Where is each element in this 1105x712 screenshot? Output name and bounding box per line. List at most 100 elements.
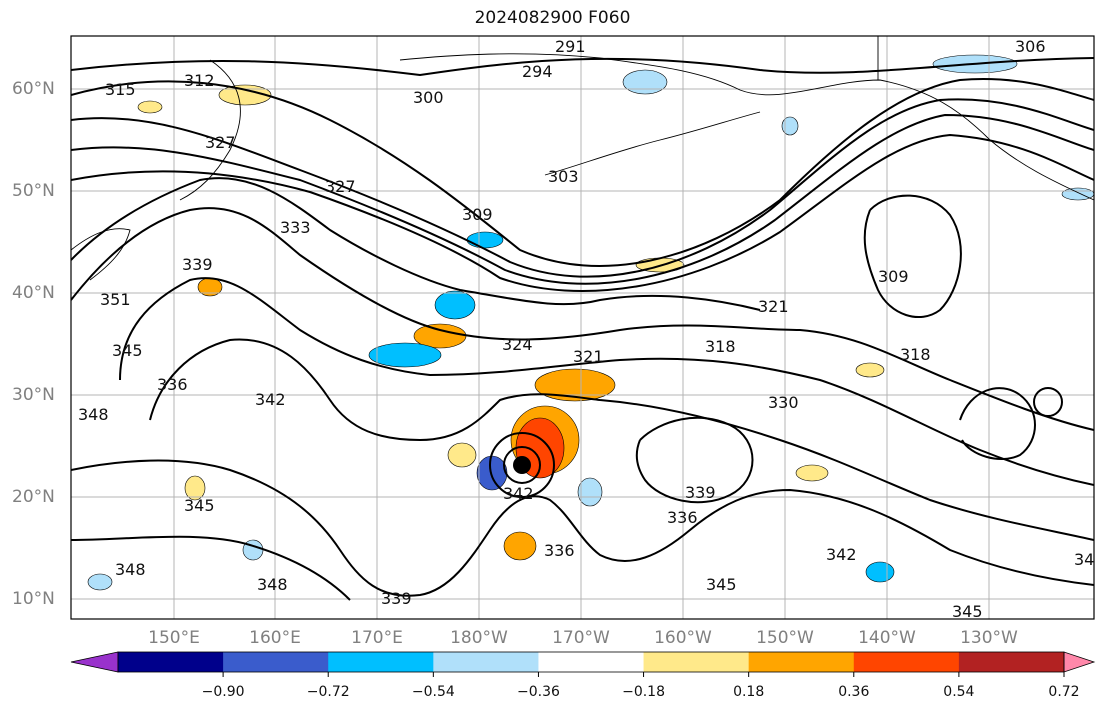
lon-label: 150°W xyxy=(756,628,814,648)
contour-line xyxy=(71,78,1094,267)
contour-label: 315 xyxy=(105,80,136,99)
contour-label: 339 xyxy=(381,589,412,608)
longitude-labels: 150°E 160°E 170°E 180°W 170°W 160°W 150°… xyxy=(148,628,1018,648)
contour-label: 318 xyxy=(705,337,736,356)
colorbar-tick-label: −0.36 xyxy=(517,684,560,700)
latitude-labels: 60°N 50°N 40°N 30°N 20°N 10°N xyxy=(12,79,55,609)
contour-label: 345 xyxy=(184,496,215,515)
colorbar-tick-label: −0.90 xyxy=(202,684,245,700)
contour-line xyxy=(71,207,1094,431)
contour-line xyxy=(71,535,351,601)
colorbar-swatch xyxy=(328,652,434,672)
coastline-alaska xyxy=(399,53,1094,201)
contour-line xyxy=(959,387,1036,460)
colorbar-frame xyxy=(117,651,1065,673)
contour-line xyxy=(71,98,1094,278)
contour-label: 351 xyxy=(100,290,131,309)
colorbar-swatches xyxy=(70,651,1096,673)
colorbar-tick-labels: −0.90 −0.72 −0.54 −0.36 −0.18 0.18 0.36 0.54 0.7… xyxy=(202,684,1080,700)
colorbar-swatch xyxy=(433,652,539,672)
shade-patch xyxy=(865,561,895,583)
shade-patch xyxy=(795,464,829,482)
contour-layer xyxy=(71,57,1094,601)
shade-patch xyxy=(622,69,668,95)
shade-patch xyxy=(447,442,477,468)
shade-patch xyxy=(368,342,442,368)
shade-patch xyxy=(184,475,206,501)
shade-patch xyxy=(855,362,885,378)
colorbar-tick-label: −0.72 xyxy=(307,684,350,700)
colorbar-swatch xyxy=(643,652,750,672)
colorbar-tick-label: −0.54 xyxy=(412,684,455,700)
lon-label: 150°E xyxy=(148,628,200,648)
lon-label: 170°W xyxy=(552,628,610,648)
contour-label: 348 xyxy=(257,575,288,594)
lon-label: 170°E xyxy=(351,628,403,648)
lon-label: 130°W xyxy=(960,628,1018,648)
colorbar-tick-label: −0.18 xyxy=(622,684,665,700)
contour-label: 309 xyxy=(878,267,909,286)
contour-label: 345 xyxy=(112,341,143,360)
contour-label: 312 xyxy=(184,71,215,90)
colorbar-tick-label: 0.18 xyxy=(733,684,764,700)
contour-line xyxy=(489,432,555,498)
contour-line xyxy=(503,446,541,484)
contour-line xyxy=(71,113,1094,285)
contour-label: 339 xyxy=(182,255,213,274)
lon-label: 160°W xyxy=(654,628,712,648)
shade-patch xyxy=(434,290,476,320)
contour-label: 342 xyxy=(503,484,534,503)
contour-line xyxy=(71,57,1094,77)
contour-label: 333 xyxy=(280,218,311,237)
contour-label: 330 xyxy=(768,393,799,412)
contour-line xyxy=(149,338,1094,541)
colorbar-swatch xyxy=(958,652,1065,672)
map-frame xyxy=(70,35,1095,620)
contour-label: 345 xyxy=(706,575,737,594)
lat-label: 10°N xyxy=(12,589,55,609)
shade-patch xyxy=(87,573,113,591)
colorbar-ticks xyxy=(222,672,1065,677)
coastline-aleutians xyxy=(544,111,761,176)
lat-label: 50°N xyxy=(12,181,55,201)
contour-label-layer: 312 315 291 294 300 303 306 309 321 327 … xyxy=(78,37,1094,621)
shade-patch xyxy=(137,100,163,114)
contour-label: 327 xyxy=(205,133,236,152)
contour-label: 342 xyxy=(826,545,857,564)
coastline-kamchatka xyxy=(179,59,241,201)
lat-label: 30°N xyxy=(12,385,55,405)
shade-patch xyxy=(466,231,504,249)
contour-label: 309 xyxy=(462,205,493,224)
lon-label: 180°W xyxy=(450,628,508,648)
contour-label: 318 xyxy=(900,345,931,364)
contour-line xyxy=(1033,387,1063,417)
contour-line xyxy=(863,194,962,319)
contour-label: 34 xyxy=(1074,550,1094,569)
colorbar-tick-label: 0.72 xyxy=(1048,684,1079,700)
colorbar-swatch xyxy=(538,652,645,672)
contour-label: 348 xyxy=(78,405,109,424)
shade-patch xyxy=(218,84,272,106)
contour-label: 342 xyxy=(255,390,286,409)
colorbar-swatch xyxy=(748,652,855,672)
cyclone-center-marker xyxy=(513,456,531,474)
map-plot-area xyxy=(71,36,1094,619)
colorbar: −0.90 −0.72 −0.54 −0.36 −0.18 0.18 0.36 0.54 0.7… xyxy=(70,651,1096,700)
colorbar-swatch xyxy=(853,652,960,672)
coastlines xyxy=(71,36,1094,281)
shade-patch xyxy=(577,477,603,507)
contour-label: 339 xyxy=(685,483,716,502)
colorbar-tick-label: 0.36 xyxy=(838,684,869,700)
contour-label: 294 xyxy=(522,62,553,81)
contour-line xyxy=(119,277,1094,486)
lat-label: 60°N xyxy=(12,79,55,99)
contour-line xyxy=(635,416,754,504)
contour-label: 345 xyxy=(952,602,983,621)
contour-line xyxy=(71,177,761,311)
coastline-japan xyxy=(71,228,131,281)
map-title: 2024082900 F060 xyxy=(474,8,631,28)
contour-label: 324 xyxy=(502,335,533,354)
shade-patch xyxy=(534,368,616,402)
contour-label: 336 xyxy=(157,375,188,394)
